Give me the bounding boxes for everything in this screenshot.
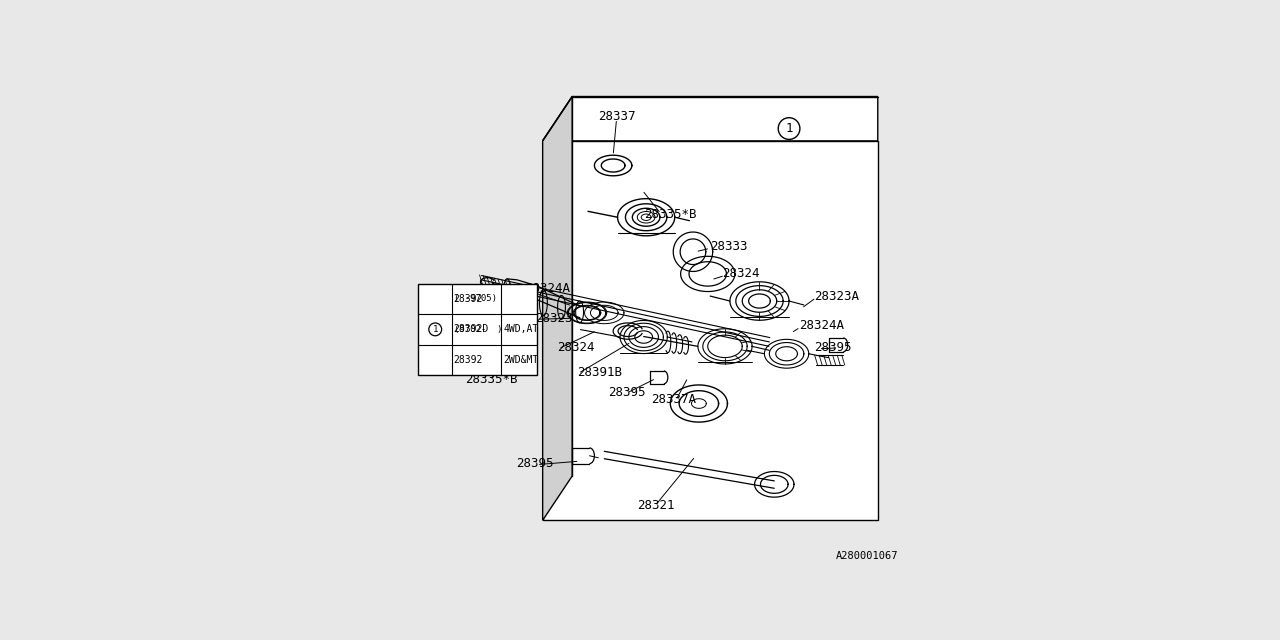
Text: 28321: 28321 [637,499,675,512]
Text: 28323A: 28323A [814,289,859,303]
Text: 2WD&MT: 2WD&MT [503,355,539,365]
Text: 28395: 28395 [814,341,851,355]
Bar [419,284,536,375]
Text: (9702-  ): (9702- ) [454,325,503,334]
Text: 28392: 28392 [453,355,483,365]
Text: 28324: 28324 [558,341,595,355]
Text: 28337A: 28337A [650,393,696,406]
Text: 28392: 28392 [453,294,483,304]
Polygon shape [543,141,878,520]
Text: 28337: 28337 [598,109,635,123]
Text: A280001067: A280001067 [836,551,899,561]
Polygon shape [543,97,572,520]
Text: 1: 1 [433,325,438,334]
Text: 28324: 28324 [722,268,760,280]
Text: 1: 1 [786,122,792,135]
Polygon shape [543,97,878,141]
Text: ( -9705): ( -9705) [454,294,498,303]
Text: 28392D: 28392D [453,324,489,334]
Text: 28395: 28395 [517,457,554,470]
Text: 28324A: 28324A [799,319,844,332]
Text: 28391B: 28391B [577,366,622,379]
Text: 28395: 28395 [608,386,645,399]
Text: 28324A: 28324A [525,282,571,295]
Text: 28323: 28323 [535,312,572,324]
Text: 28335*B: 28335*B [645,208,698,221]
Text: 28333: 28333 [710,240,748,253]
Text: 4WD,AT: 4WD,AT [503,324,539,334]
Text: 28335*B: 28335*B [465,373,517,387]
